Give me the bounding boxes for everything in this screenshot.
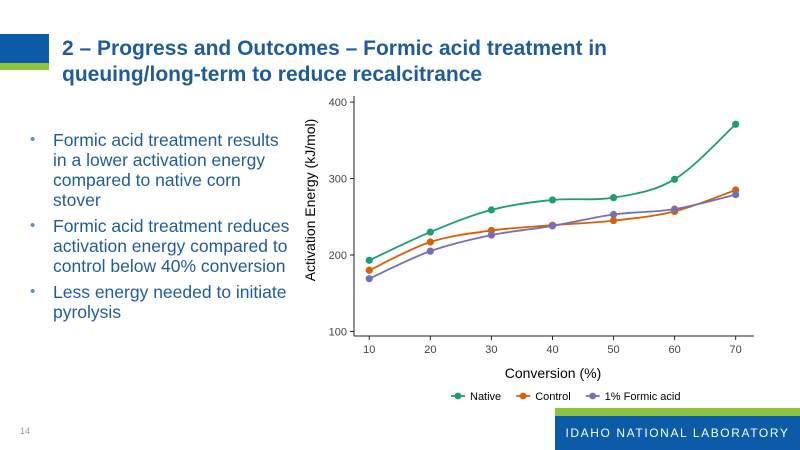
data-point-control	[609, 216, 618, 225]
legend-key-dot-1-formic-acid	[589, 392, 597, 400]
bullet-list: • Formic acid treatment results in a lowe…	[30, 130, 290, 328]
series-line-native	[368, 123, 737, 262]
chart-series	[365, 120, 740, 283]
slide-title-line-2: queuing/long-term to reduce recalcitranc…	[62, 63, 483, 86]
legend-key-dot-native	[454, 392, 462, 400]
x-tick-label: 10	[363, 344, 375, 356]
data-point-1-formic-acid	[426, 247, 434, 255]
legend-label-native: Native	[470, 391, 501, 403]
data-point-native	[671, 175, 679, 183]
legend-label-1-formic-acid: 1% Formic acid	[605, 391, 681, 403]
data-point-1-formic-acid	[365, 275, 373, 283]
footer-lab-banner: IDAHO NATIONAL LABORATORY	[555, 416, 800, 450]
bullet-text: Formic acid treatment results in a lower…	[53, 130, 279, 210]
bullet-dot-icon: •	[30, 131, 36, 148]
x-tick-label: 70	[730, 344, 742, 356]
x-tick-label: 30	[485, 344, 497, 356]
x-tick-label: 60	[668, 344, 680, 356]
footer-accent-stripe	[555, 408, 800, 416]
chart-axes	[353, 96, 754, 337]
data-point-native	[548, 196, 557, 204]
x-tick-label: 40	[546, 344, 558, 356]
activation-energy-chart: 100 200 300 400 10 20 30 40 50 60 70 Activation En…	[296, 88, 758, 408]
bullet-item: • Formic acid treatment results in a lowe…	[30, 130, 290, 210]
x-tick-label: 50	[607, 344, 619, 356]
title-accent-stripe	[0, 63, 49, 70]
title-accent-bar	[0, 34, 49, 63]
data-point-native	[426, 228, 434, 236]
data-point-1-formic-acid	[548, 222, 557, 230]
data-point-native	[609, 194, 618, 202]
bullet-text: Formic acid treatment reduces activation…	[53, 216, 290, 276]
y-tick-label: 200	[329, 250, 347, 262]
data-point-control	[426, 238, 434, 246]
x-tick-label: 20	[424, 344, 436, 356]
data-point-1-formic-acid	[732, 190, 740, 199]
chart-ticks: 100 200 300 400 10 20 30 40 50 60 70	[329, 97, 742, 356]
y-axis-label: Activation Energy (kJ/mol)	[302, 119, 318, 282]
series-line-1-formic-acid	[368, 193, 736, 280]
data-point-1-formic-acid	[609, 210, 618, 219]
bullet-item: • Formic acid treatment reduces activatio…	[30, 216, 290, 276]
chart-svg: 100 200 300 400 10 20 30 40 50 60 70 Activation En…	[302, 96, 754, 403]
bullet-dot-icon: •	[30, 283, 36, 300]
bullet-item: • Less energy needed to initiate pyrolysi…	[30, 282, 290, 322]
legend-key-dot-control	[519, 392, 527, 400]
data-point-native	[487, 206, 496, 214]
slide-title-line-1: 2 – Progress and Outcomes – Formic acid …	[62, 37, 608, 60]
slide-title: 2 – Progress and Outcomes – Formic acid …	[62, 36, 762, 88]
bullet-text: Less energy needed to initiate pyrolysis	[53, 282, 287, 322]
y-tick-label: 100	[329, 326, 347, 338]
data-point-native	[732, 120, 740, 128]
y-tick-label: 300	[329, 174, 347, 186]
y-tick-label: 400	[329, 97, 347, 109]
chart-legend: Native Control 1% Formic acid	[451, 391, 680, 403]
data-point-control	[365, 266, 373, 274]
legend-label-control: Control	[535, 391, 570, 403]
bullet-dot-icon: •	[30, 217, 36, 234]
data-point-1-formic-acid	[487, 231, 496, 239]
page-number: 14	[20, 426, 31, 436]
data-point-native	[365, 256, 373, 264]
x-axis-label: Conversion (%)	[505, 365, 601, 381]
data-point-1-formic-acid	[671, 205, 679, 213]
